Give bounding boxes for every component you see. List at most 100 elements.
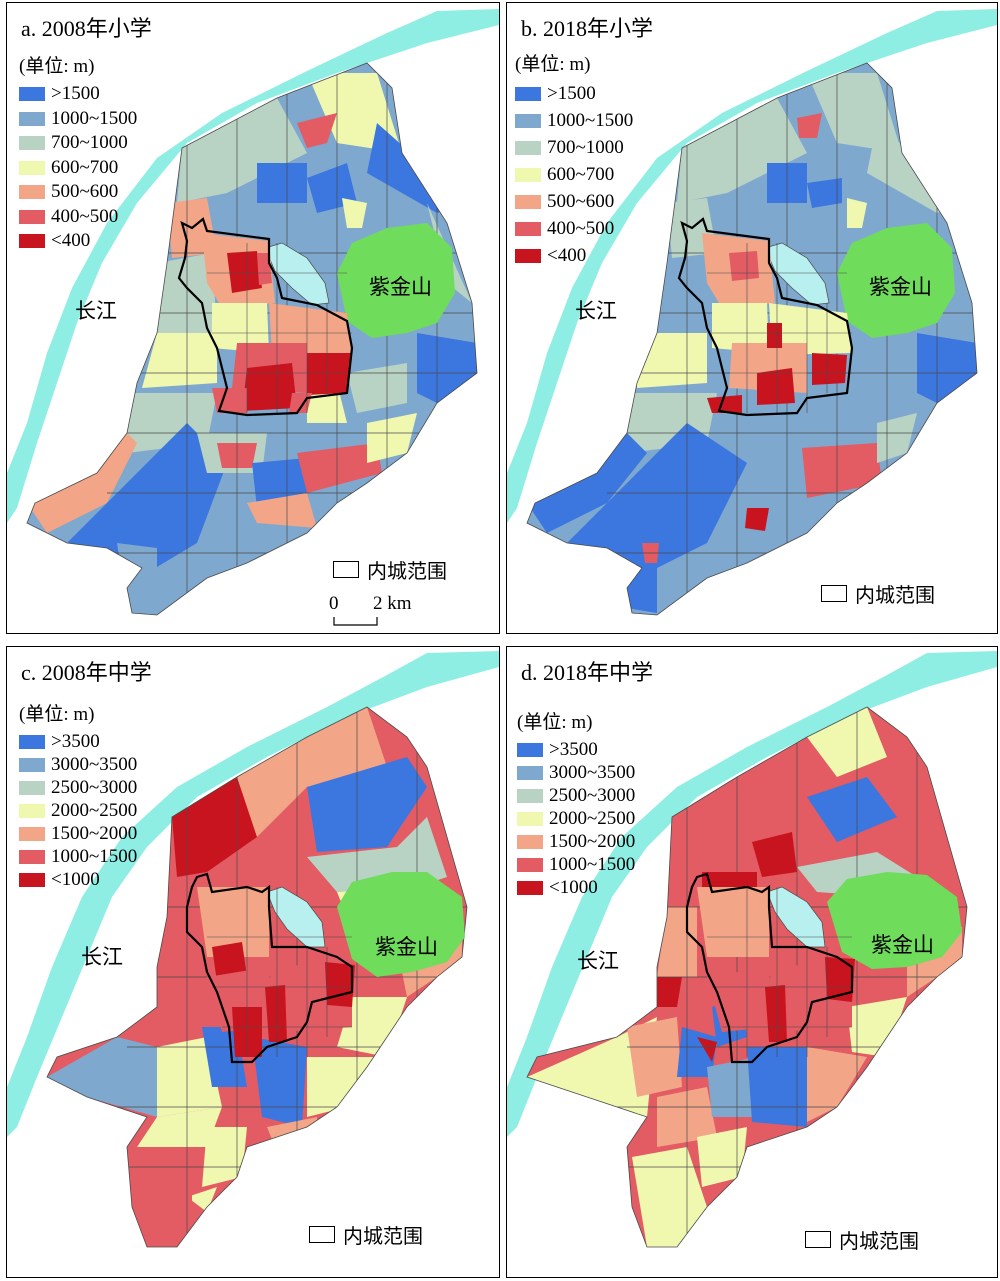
legend-label: 400~500 [547, 217, 615, 239]
legend-item: 2500~3000 [19, 776, 137, 799]
legend-swatch [515, 167, 541, 182]
legend-unit: (单位: m) [515, 54, 591, 75]
inner-city-legend-label: 内城范围 [855, 583, 935, 607]
legend-swatch [517, 788, 543, 803]
legend-swatch [19, 136, 45, 151]
legend-label: >3500 [51, 730, 100, 752]
legend-label: 600~700 [547, 163, 615, 185]
yangtze-river [7, 651, 499, 1137]
legend-label: <1000 [549, 876, 598, 898]
legend-swatch [19, 209, 45, 224]
zijinshan-mountain [837, 223, 955, 338]
inner-city-legend-box [821, 585, 847, 602]
mountain-label: 紫金山 [869, 275, 932, 299]
inner-city-legend-box [333, 561, 359, 578]
legend-item: >3500 [19, 730, 137, 753]
legend-item: 600~700 [19, 156, 137, 181]
panel-c: c. 2008年中学 (单位: m) >3500 3000~3500 2500~… [6, 646, 500, 1278]
legend-item: <1000 [19, 868, 137, 891]
inner-city-legend-label: 内城范围 [367, 559, 447, 583]
legend-label: 500~600 [547, 190, 615, 212]
legend-swatch [19, 111, 45, 126]
legend-item: <1000 [517, 876, 635, 899]
legend-label: 500~600 [51, 181, 119, 203]
legend-label: >1500 [51, 83, 100, 105]
legend-label: 400~500 [51, 205, 119, 227]
panel-b-title: b. 2018年小学 [521, 16, 654, 41]
legend-swatch [515, 194, 541, 209]
panel-a: a. 2008年小学 (单位: m) >1500 1000~1500 700~1… [6, 2, 500, 634]
yangtze-river [507, 651, 997, 1137]
legend-label: <1000 [51, 868, 100, 890]
zijinshan-mountain [337, 872, 465, 977]
xuanwu-lake [264, 242, 330, 306]
panel-a-legend: (单位: m) >1500 1000~1500 700~1000 600~700… [19, 51, 137, 254]
scale-bar-end: 2 km [373, 593, 412, 614]
legend-item: 1000~1500 [19, 845, 137, 868]
legend-swatch [517, 742, 543, 757]
legend-item: <400 [515, 242, 633, 269]
legend-item: 1000~1500 [515, 107, 633, 134]
legend-label: 3000~3500 [51, 753, 138, 775]
legend-swatch [19, 185, 45, 200]
legend-swatch [517, 834, 543, 849]
legend-label: 2000~2500 [549, 807, 636, 829]
legend-unit: (单位: m) [19, 56, 95, 77]
legend-swatch [517, 765, 543, 780]
legend-item: 700~1000 [19, 131, 137, 156]
legend-swatch [19, 757, 45, 772]
legend-label: 1500~2000 [51, 822, 138, 844]
legend-swatch [515, 113, 541, 128]
inner-city-legend-box [805, 1231, 831, 1248]
panel-c-legend: (单位: m) >3500 3000~3500 2500~3000 2000~2… [19, 699, 137, 891]
legend-item: 3000~3500 [517, 761, 635, 784]
inner-city-districts [197, 887, 355, 1057]
panel-a-title: a. 2008年小学 [21, 16, 152, 41]
xuanwu-lake [764, 242, 830, 306]
river-label: 长江 [75, 299, 117, 323]
legend-label: 1500~2000 [549, 830, 636, 852]
legend-swatch [19, 87, 45, 102]
legend-swatch [517, 811, 543, 826]
legend-label: >3500 [549, 738, 598, 760]
legend-item: 3000~3500 [19, 753, 137, 776]
river-label: 长江 [575, 299, 617, 323]
legend-item: 1000~1500 [19, 107, 137, 132]
zijinshan-mountain [827, 872, 962, 969]
legend-item: 2500~3000 [517, 784, 635, 807]
legend-swatch [19, 780, 45, 795]
legend-swatch [19, 234, 45, 249]
panel-b: b. 2018年小学 (单位: m) >1500 1000~1500 700~1… [506, 2, 998, 634]
legend-item: 500~600 [19, 180, 137, 205]
zijinshan-mountain [337, 223, 455, 338]
inner-city-boundary [677, 217, 854, 417]
scale-bar-line [333, 617, 378, 626]
legend-unit: (单位: m) [19, 704, 95, 725]
scale-bar: 0 2 km [329, 593, 439, 633]
legend-swatch [19, 849, 45, 864]
legend-swatch [515, 248, 541, 263]
inner-city-districts [702, 233, 852, 413]
inner-city-legend-label: 内城范围 [839, 1229, 919, 1253]
panel-d-title: d. 2018年中学 [521, 660, 654, 685]
map-b [507, 9, 997, 616]
panel-d-legend: (单位: m) >3500 3000~3500 2500~3000 2000~2… [517, 707, 635, 899]
legend-item: 1500~2000 [517, 830, 635, 853]
legend-label: 1000~1500 [51, 845, 138, 867]
panel-d: d. 2018年中学 (单位: m) >3500 3000~3500 2500~… [506, 646, 998, 1278]
legend-label: 600~700 [51, 156, 119, 178]
xuanwu-lake [766, 886, 826, 948]
panel-c-title: c. 2008年中学 [21, 660, 152, 685]
legend-item: <400 [19, 229, 137, 254]
legend-label: >1500 [547, 82, 596, 104]
mountain-label: 紫金山 [369, 275, 432, 299]
legend-swatch [19, 734, 45, 749]
legend-label: <400 [51, 230, 91, 252]
legend-label: 2500~3000 [51, 776, 138, 798]
map-c [7, 651, 499, 1248]
inner-city-boundary [177, 217, 354, 417]
legend-item: 1500~2000 [19, 822, 137, 845]
inner-city-districts [202, 233, 352, 413]
legend-item: 500~600 [515, 188, 633, 215]
legend-swatch [19, 803, 45, 818]
